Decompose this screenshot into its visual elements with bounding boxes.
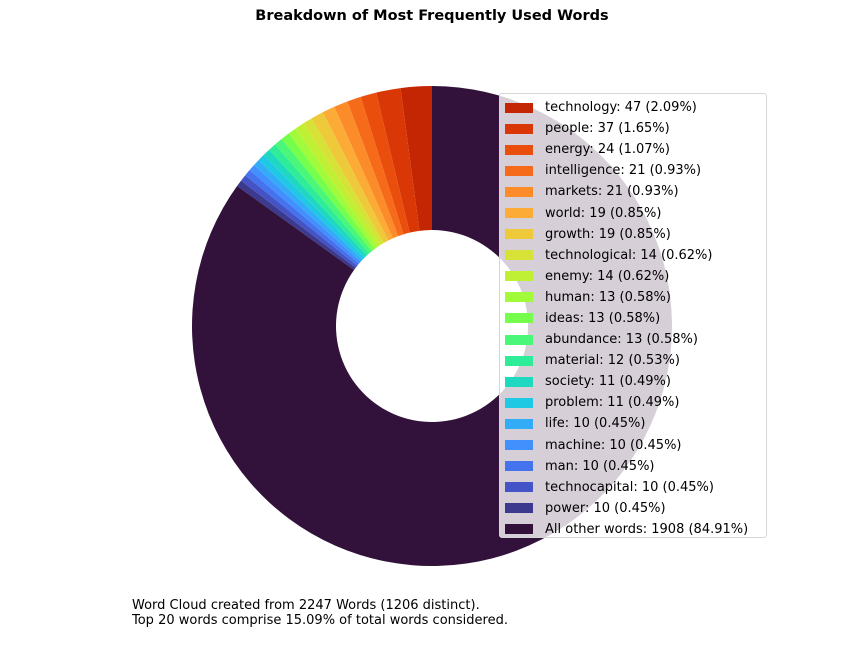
legend-item: life: 10 (0.45%) (505, 413, 766, 434)
legend-label: material: 12 (0.53%) (545, 353, 680, 369)
legend-swatch (505, 418, 533, 429)
chart-legend: technology: 47 (2.09%) people: 37 (1.65%)… (499, 93, 767, 538)
legend-label: life: 10 (0.45%) (545, 416, 646, 432)
donut-slice-human (288, 128, 378, 250)
legend-item: enemy: 14 (0.62%) (505, 266, 766, 287)
legend-swatch (505, 461, 533, 472)
legend-swatch (505, 503, 533, 514)
donut-slice-problem (258, 154, 365, 260)
donut-slice-power (237, 180, 356, 270)
donut-slice-world (322, 106, 393, 241)
legend-label: All other words: 1908 (84.91%) (545, 521, 749, 537)
legend-swatch (505, 376, 533, 387)
legend-label: markets: 21 (0.93%) (545, 184, 679, 200)
legend-item: intelligence: 21 (0.93%) (505, 160, 766, 181)
donut-slice-technological (303, 118, 384, 245)
legend-label: world: 19 (0.85%) (545, 205, 662, 221)
donut-slice-machine (249, 165, 361, 264)
legend-swatch (505, 524, 533, 535)
legend-label: problem: 11 (0.49%) (545, 395, 680, 411)
legend-item: technology: 47 (2.09%) (505, 97, 766, 118)
donut-slice-markets (334, 101, 399, 239)
legend-swatch (505, 123, 533, 134)
legend-item: abundance: 13 (0.58%) (505, 329, 766, 350)
donut-slice-abundance (275, 138, 372, 254)
legend-swatch (505, 186, 533, 197)
legend-item: material: 12 (0.53%) (505, 350, 766, 371)
legend-item: technological: 14 (0.62%) (505, 245, 766, 266)
legend-swatch (505, 334, 533, 345)
legend-label: technological: 14 (0.62%) (545, 247, 713, 263)
footnote: Word Cloud created from 2247 Words (1206… (132, 598, 508, 628)
donut-slice-material (269, 144, 370, 256)
legend-swatch (505, 102, 533, 113)
legend-swatch (505, 397, 533, 408)
donut-slice-society (263, 149, 367, 258)
donut-slice-energy (360, 92, 410, 235)
chart-title: Breakdown of Most Frequently Used Words (255, 8, 609, 24)
legend-label: technocapital: 10 (0.45%) (545, 479, 714, 495)
donut-slice-enemy (295, 123, 381, 247)
legend-item: people: 37 (1.65%) (505, 118, 766, 139)
legend-item: markets: 21 (0.93%) (505, 181, 766, 202)
legend-swatch (505, 271, 533, 282)
legend-item: growth: 19 (0.85%) (505, 224, 766, 245)
legend-label: enemy: 14 (0.62%) (545, 268, 670, 284)
legend-item: ideas: 13 (0.58%) (505, 308, 766, 329)
legend-item: technocapital: 10 (0.45%) (505, 477, 766, 498)
legend-label: power: 10 (0.45%) (545, 500, 666, 516)
legend-swatch (505, 208, 533, 219)
legend-label: people: 37 (1.65%) (545, 121, 670, 137)
legend-item: All other words: 1908 (84.91%) (505, 519, 766, 540)
legend-label: abundance: 13 (0.58%) (545, 332, 698, 348)
legend-swatch (505, 440, 533, 451)
donut-slice-technology (400, 86, 432, 231)
footnote-line-1: Word Cloud created from 2247 Words (1206… (132, 598, 480, 613)
legend-label: machine: 10 (0.45%) (545, 437, 682, 453)
legend-label: man: 10 (0.45%) (545, 458, 655, 474)
donut-slice-intelligence (347, 96, 404, 237)
legend-item: man: 10 (0.45%) (505, 456, 766, 477)
legend-label: human: 13 (0.58%) (545, 289, 671, 305)
donut-slice-life (253, 160, 363, 262)
legend-item: machine: 10 (0.45%) (505, 435, 766, 456)
donut-slice-people (376, 88, 420, 233)
legend-label: society: 11 (0.49%) (545, 374, 671, 390)
footnote-line-2: Top 20 words comprise 15.09% of total wo… (132, 613, 508, 628)
legend-item: problem: 11 (0.49%) (505, 392, 766, 413)
legend-swatch (505, 355, 533, 366)
legend-swatch (505, 144, 533, 155)
legend-item: world: 19 (0.85%) (505, 202, 766, 223)
donut-slice-technocapital (241, 175, 358, 268)
legend-swatch (505, 292, 533, 303)
donut-slice-ideas (281, 133, 375, 252)
legend-label: growth: 19 (0.85%) (545, 226, 671, 242)
legend-swatch (505, 482, 533, 493)
legend-swatch (505, 313, 533, 324)
legend-swatch (505, 165, 533, 176)
legend-label: energy: 24 (1.07%) (545, 142, 670, 158)
legend-swatch (505, 250, 533, 261)
legend-item: power: 10 (0.45%) (505, 498, 766, 519)
legend-item: energy: 24 (1.07%) (505, 139, 766, 160)
legend-swatch (505, 229, 533, 240)
donut-slice-man (245, 170, 359, 266)
legend-item: human: 13 (0.58%) (505, 287, 766, 308)
legend-label: technology: 47 (2.09%) (545, 100, 697, 116)
legend-label: ideas: 13 (0.58%) (545, 310, 661, 326)
legend-item: society: 11 (0.49%) (505, 371, 766, 392)
donut-slice-growth (311, 112, 389, 243)
legend-label: intelligence: 21 (0.93%) (545, 163, 702, 179)
